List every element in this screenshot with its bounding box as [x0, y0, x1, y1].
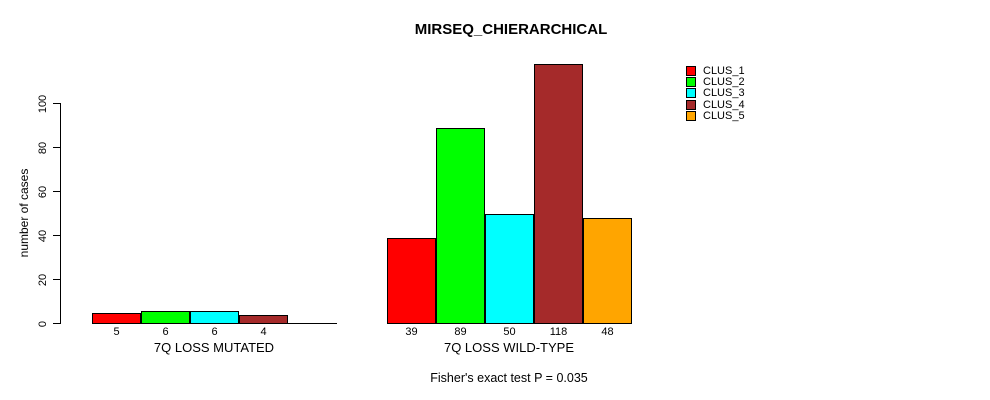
chart-title: MIRSEQ_CHIERARCHICAL [414, 21, 608, 38]
y-axis-tick [53, 103, 60, 104]
legend-label: CLUS_5 [703, 109, 745, 122]
bar-value-label: 48 [601, 326, 614, 338]
y-axis-label: number of cases [17, 168, 31, 258]
bar-value-label: 39 [405, 326, 418, 338]
bar-value-label: 6 [162, 326, 169, 338]
legend-label: CLUS_3 [703, 87, 745, 100]
y-axis-tick-label: 80 [37, 141, 49, 155]
footnote-pvalue: Fisher's exact test P = 0.035 [430, 371, 588, 385]
bar-value-label: 89 [454, 326, 467, 338]
bar-value-label: 5 [113, 326, 120, 338]
legend-label: CLUS_4 [703, 98, 745, 111]
bar-value-label: 50 [503, 326, 516, 338]
bar-clus_1-group0 [92, 313, 141, 324]
y-axis-tick [53, 147, 60, 148]
legend-label: CLUS_1 [703, 65, 745, 77]
y-axis-tick-label: 40 [37, 229, 49, 243]
bar-clus_4-group1 [534, 64, 583, 324]
x-group-label-mutated: 7Q LOSS MUTATED [153, 340, 275, 355]
bar-value-label: 118 [549, 326, 568, 338]
bar-clus_3-group1 [485, 214, 534, 324]
y-axis-tick [53, 191, 60, 192]
y-axis-tick [53, 279, 60, 280]
y-axis-tick-label: 100 [37, 94, 49, 114]
bar-clus_5-group0 [288, 323, 337, 324]
y-axis-tick [53, 323, 60, 324]
y-axis-line [60, 103, 61, 324]
bar-clus_1-group1 [387, 238, 436, 324]
legend-label: CLUS_2 [703, 76, 745, 89]
legend-swatch-icon [686, 77, 696, 88]
y-axis-tick-label: 60 [37, 185, 49, 199]
bar-clus_3-group0 [190, 311, 239, 324]
y-axis-tick-label: 20 [37, 273, 49, 287]
bar-clus_2-group1 [436, 128, 485, 324]
legend-swatch-icon [686, 110, 696, 121]
bar-clus_5-group1 [583, 218, 632, 324]
bar-value-label: 4 [260, 326, 267, 338]
bar-value-label: 6 [211, 326, 218, 338]
y-axis-tick-label: 0 [37, 320, 49, 328]
legend-swatch-icon [686, 66, 696, 76]
legend-swatch-icon [686, 88, 696, 99]
bar-clus_4-group0 [239, 315, 288, 324]
legend-swatch-icon [686, 99, 696, 110]
bar-clus_2-group0 [141, 311, 190, 324]
x-group-label-wild-type: 7Q LOSS WILD-TYPE [443, 340, 575, 355]
y-axis-tick [53, 235, 60, 236]
